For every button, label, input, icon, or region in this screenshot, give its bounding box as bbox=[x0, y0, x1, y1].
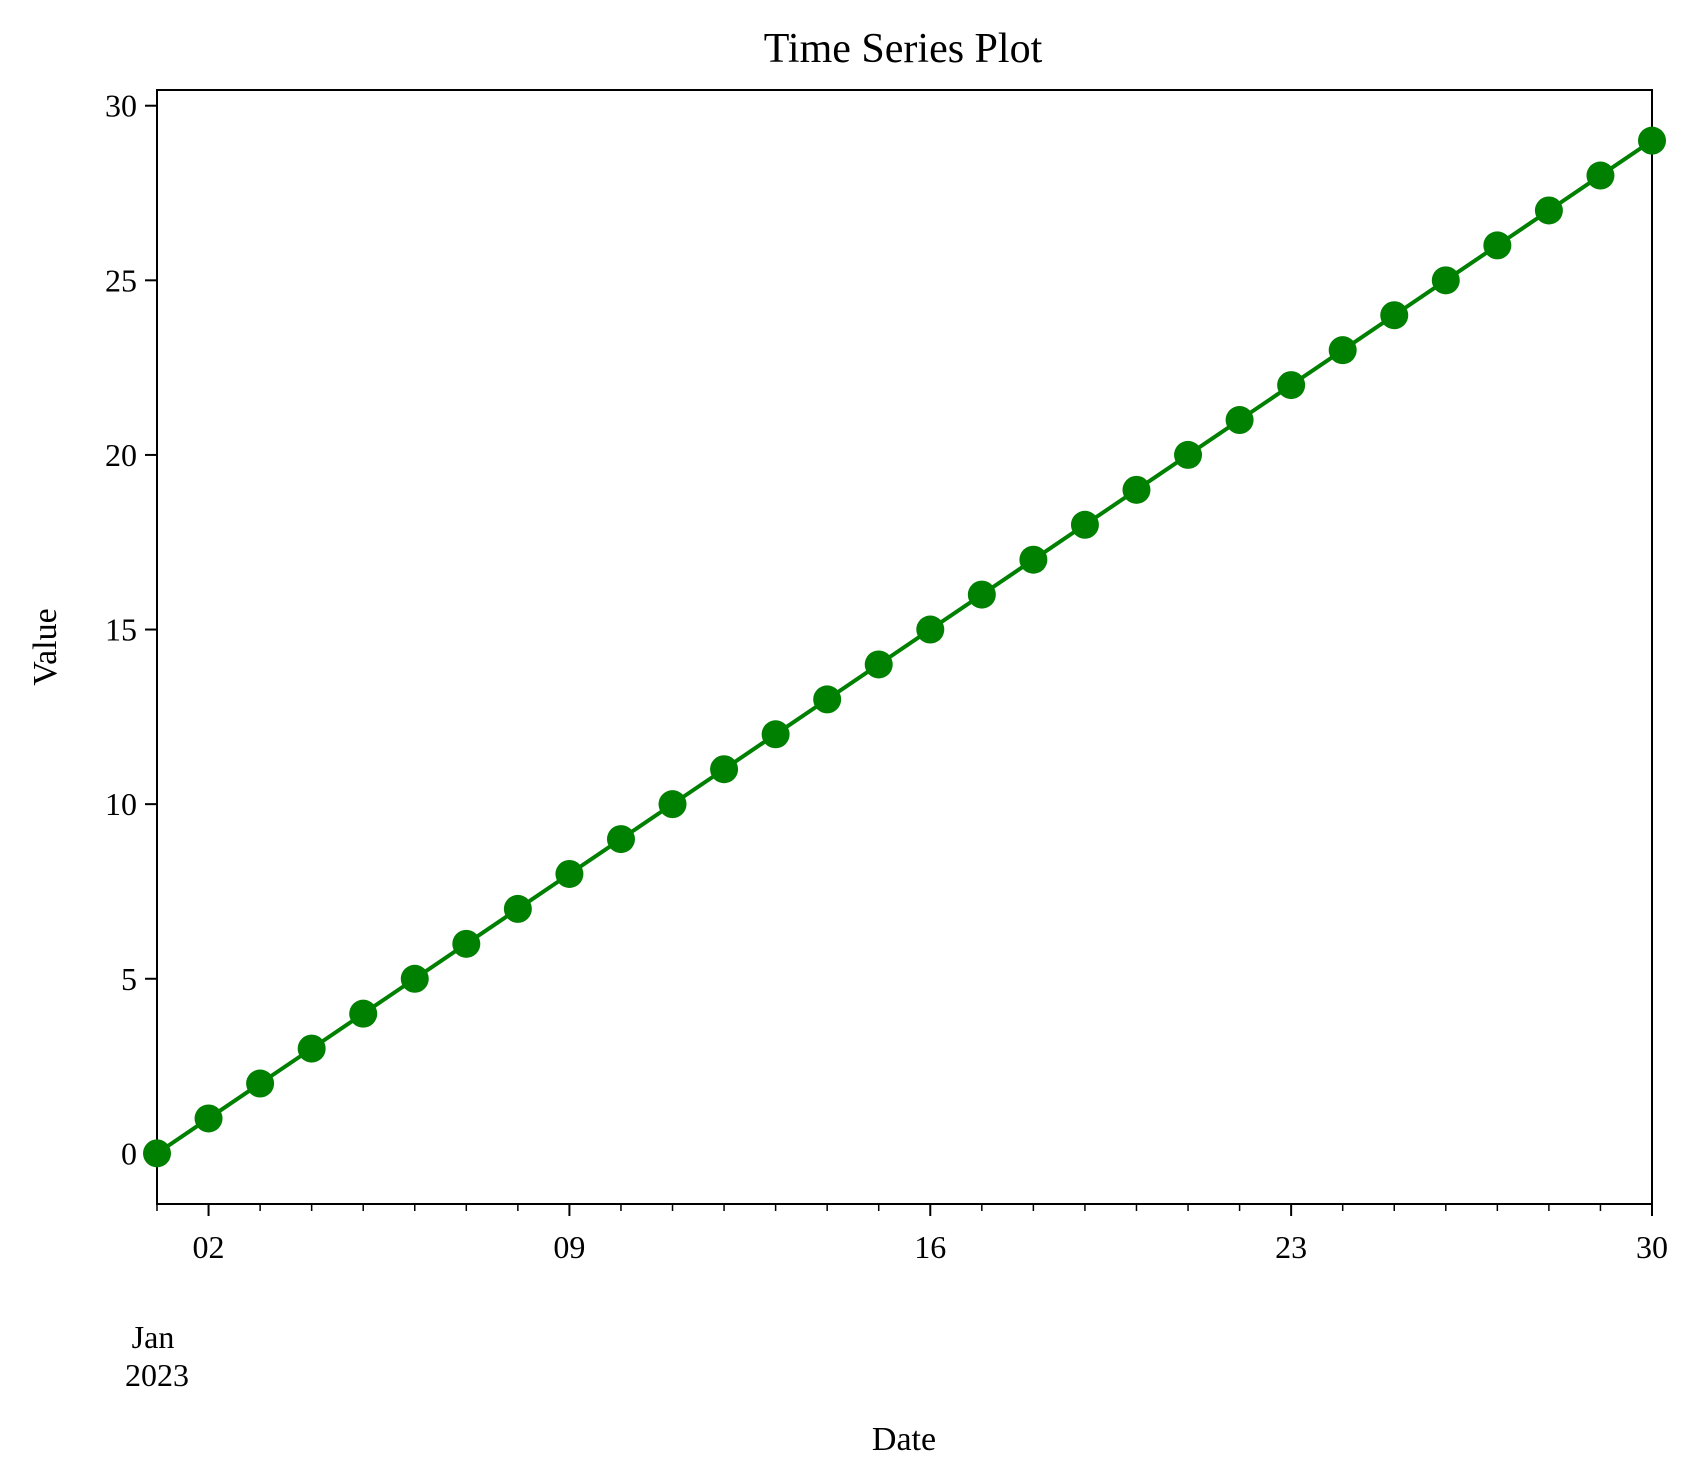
y-tick-label: 0 bbox=[121, 1135, 137, 1171]
x-secondary-label-year: 2023 bbox=[125, 1357, 189, 1393]
y-axis: 0 5 10 15 20 25 30 bbox=[105, 88, 157, 1171]
y-tick-label: 5 bbox=[121, 961, 137, 997]
x-tick-label: 23 bbox=[1275, 1229, 1307, 1265]
data-point bbox=[1483, 231, 1512, 260]
x-secondary-label-month: Jan bbox=[132, 1319, 175, 1355]
data-point bbox=[658, 790, 687, 819]
data-point bbox=[1174, 440, 1203, 469]
plot-frame bbox=[156, 89, 1653, 1205]
data-point bbox=[400, 964, 429, 993]
plot-area bbox=[156, 89, 1653, 1205]
data-point bbox=[349, 999, 378, 1028]
data-point bbox=[1534, 196, 1563, 225]
data-point bbox=[1019, 545, 1048, 574]
series-layer bbox=[143, 126, 1666, 1168]
data-point bbox=[1638, 126, 1666, 155]
data-point bbox=[710, 755, 739, 784]
data-point bbox=[246, 1069, 275, 1098]
data-point bbox=[864, 650, 893, 679]
data-point bbox=[1070, 510, 1099, 539]
data-point bbox=[452, 929, 481, 958]
x-axis: 02 09 16 23 30 bbox=[156, 1204, 1668, 1265]
data-point bbox=[1380, 301, 1409, 330]
y-tick-label: 15 bbox=[105, 612, 137, 648]
data-point bbox=[1328, 336, 1357, 365]
y-tick-label: 30 bbox=[105, 88, 137, 124]
data-point bbox=[967, 580, 996, 609]
chart-title: Time Series Plot bbox=[764, 26, 1043, 72]
x-tick-label: 16 bbox=[914, 1229, 946, 1265]
x-tick-label: 30 bbox=[1636, 1229, 1668, 1265]
data-point bbox=[1225, 406, 1254, 435]
y-tick-label: 10 bbox=[105, 786, 137, 822]
data-point bbox=[916, 615, 945, 644]
data-point bbox=[194, 1104, 223, 1133]
data-point bbox=[503, 894, 532, 923]
x-tick-label: 02 bbox=[193, 1229, 225, 1265]
data-point bbox=[1586, 161, 1615, 190]
x-axis-title: Date bbox=[872, 1421, 936, 1458]
y-tick-label: 20 bbox=[105, 437, 137, 473]
data-point bbox=[1122, 475, 1151, 504]
data-point bbox=[761, 720, 790, 749]
data-point bbox=[297, 1034, 326, 1063]
data-point bbox=[555, 859, 584, 888]
x-tick-label: 09 bbox=[553, 1229, 585, 1265]
x-secondary-label: Jan 2023 bbox=[125, 1319, 189, 1393]
data-point bbox=[606, 825, 635, 854]
data-point bbox=[1277, 371, 1306, 400]
data-point bbox=[1431, 266, 1460, 295]
y-tick-label: 25 bbox=[105, 262, 137, 298]
data-point bbox=[143, 1139, 171, 1168]
data-point bbox=[813, 685, 842, 714]
y-axis-title: Value bbox=[27, 608, 64, 685]
